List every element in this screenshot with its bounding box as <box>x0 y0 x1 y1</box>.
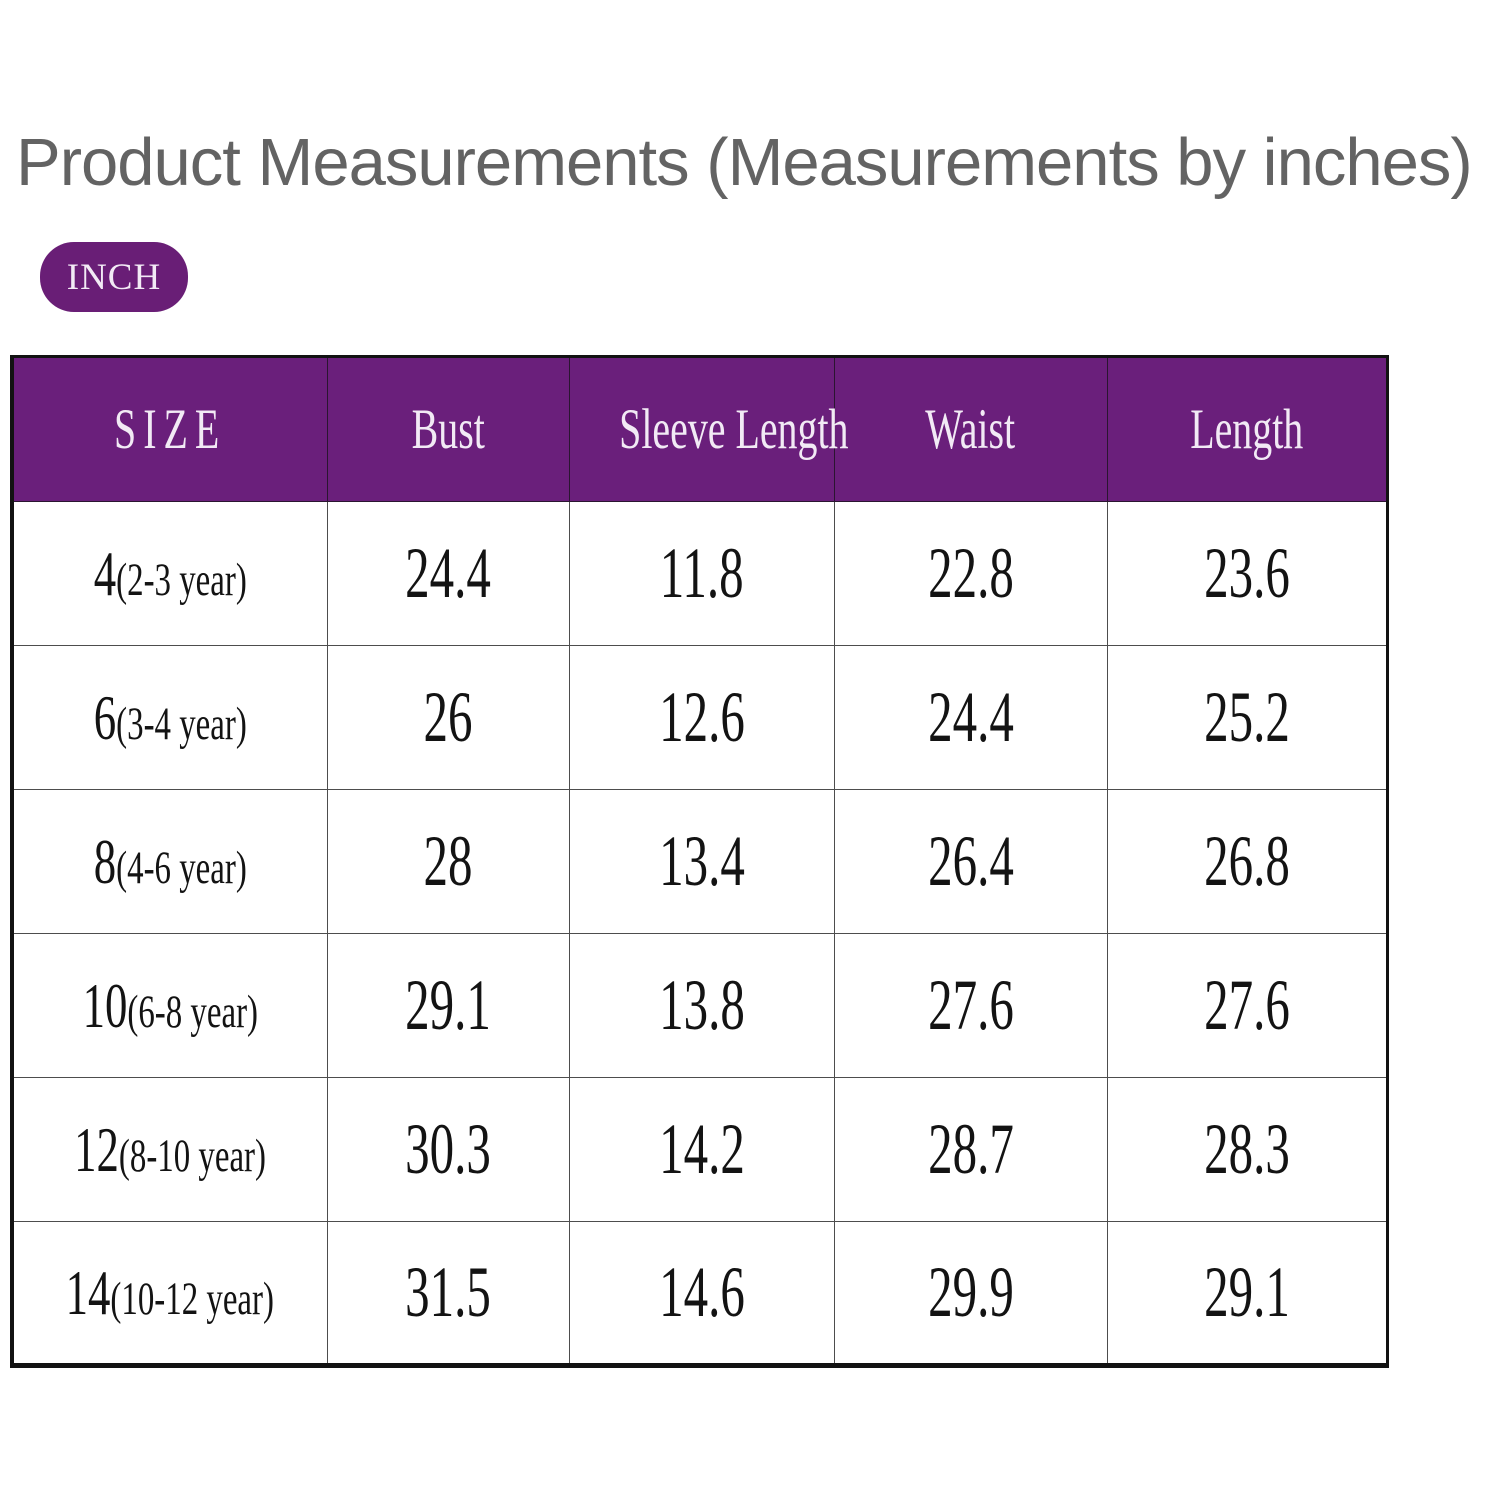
length-cell: 25.2 <box>1106 645 1388 790</box>
column-header-sleeve-length: Sleeve Length <box>568 356 848 502</box>
size-cell: 8(4-6 year) <box>11 789 328 934</box>
bust-cell: 28 <box>326 789 570 934</box>
size-label: 4(2-3 year) <box>93 537 247 609</box>
column-header-size-label: SIZE <box>114 398 227 461</box>
bust-cell: 31.5 <box>326 1221 570 1366</box>
size-label: 14(10-12 year) <box>66 1256 275 1328</box>
sleeve-cell: 14.2 <box>568 1077 835 1222</box>
column-header-waist: Waist <box>833 356 1108 502</box>
waist-cell: 24.4 <box>833 645 1108 790</box>
length-cell: 27.6 <box>1106 933 1388 1078</box>
column-header-length-label: Length <box>1189 398 1304 461</box>
header-row: SIZE Bust Sleeve Length Waist Length <box>11 356 1388 502</box>
size-label: 10(6-8 year) <box>82 969 258 1041</box>
sleeve-cell: 12.6 <box>568 645 835 790</box>
page-title: Product Measurements (Measurements by in… <box>16 125 1473 200</box>
length-cell: 26.8 <box>1106 789 1388 934</box>
table-row: 10(6-8 year) 29.1 13.8 27.6 27.6 <box>11 933 1388 1078</box>
table-header: SIZE Bust Sleeve Length Waist Length <box>11 356 1388 502</box>
column-header-size: SIZE <box>11 356 328 502</box>
sleeve-cell: 14.6 <box>568 1221 835 1366</box>
bust-cell: 26 <box>326 645 570 790</box>
waist-cell: 26.4 <box>833 789 1108 934</box>
size-label: 6(3-4 year) <box>93 681 247 753</box>
length-cell: 29.1 <box>1106 1221 1388 1366</box>
sleeve-cell: 13.8 <box>568 933 835 1078</box>
size-cell: 4(2-3 year) <box>11 501 328 646</box>
table-row: 8(4-6 year) 28 13.4 26.4 26.8 <box>11 789 1388 934</box>
column-header-bust: Bust <box>326 356 570 502</box>
size-cell: 12(8-10 year) <box>11 1077 328 1222</box>
waist-cell: 22.8 <box>833 501 1108 646</box>
length-cell: 28.3 <box>1106 1077 1388 1222</box>
length-cell: 23.6 <box>1106 501 1388 646</box>
bust-cell: 24.4 <box>326 501 570 646</box>
table-body: 4(2-3 year) 24.4 11.8 22.8 23.6 6(3-4 ye… <box>11 501 1388 1366</box>
size-measurement-table: SIZE Bust Sleeve Length Waist Length 4(2… <box>10 355 1389 1368</box>
unit-inch-badge[interactable]: INCH <box>40 242 188 312</box>
size-label: 8(4-6 year) <box>93 825 247 897</box>
column-header-bust-label: Bust <box>411 398 485 461</box>
column-header-waist-label: Waist <box>925 398 1016 461</box>
column-header-length: Length <box>1106 356 1388 502</box>
table-row: 12(8-10 year) 30.3 14.2 28.7 28.3 <box>11 1077 1388 1222</box>
table-row: 4(2-3 year) 24.4 11.8 22.8 23.6 <box>11 501 1388 646</box>
table-row: 6(3-4 year) 26 12.6 24.4 25.2 <box>11 645 1388 790</box>
bust-cell: 30.3 <box>326 1077 570 1222</box>
waist-cell: 29.9 <box>833 1221 1108 1366</box>
table-row: 14(10-12 year) 31.5 14.6 29.9 29.1 <box>11 1221 1388 1366</box>
column-header-sleeve-length-label: Sleeve Length <box>618 398 848 461</box>
bust-cell: 29.1 <box>326 933 570 1078</box>
waist-cell: 28.7 <box>833 1077 1108 1222</box>
waist-cell: 27.6 <box>833 933 1108 1078</box>
sleeve-cell: 13.4 <box>568 789 835 934</box>
sleeve-cell: 11.8 <box>568 501 835 646</box>
size-cell: 14(10-12 year) <box>11 1221 328 1366</box>
size-cell: 10(6-8 year) <box>11 933 328 1078</box>
size-cell: 6(3-4 year) <box>11 645 328 790</box>
unit-badge-label: INCH <box>66 256 162 298</box>
size-label: 12(8-10 year) <box>74 1113 267 1185</box>
